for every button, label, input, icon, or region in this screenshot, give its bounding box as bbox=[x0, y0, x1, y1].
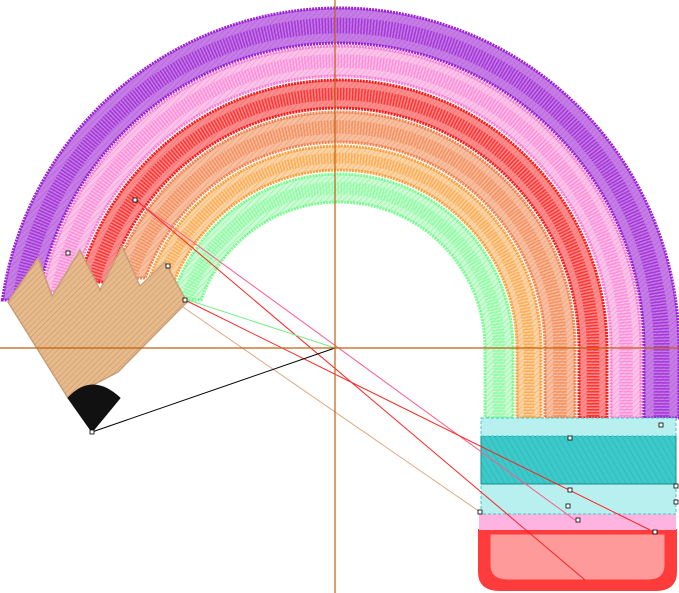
pencil-tip[interactable] bbox=[7, 244, 188, 433]
ferrule-stitch-texture bbox=[481, 436, 676, 484]
rainbow-band-satin bbox=[50, 54, 633, 418]
eraser-inner-fill bbox=[489, 533, 666, 581]
stitch-node bbox=[565, 503, 571, 509]
stitch-node bbox=[575, 517, 581, 523]
jump-stitch-line bbox=[134, 199, 576, 521]
jump-stitch-line bbox=[129, 194, 586, 581]
rainbow-band-satin bbox=[87, 87, 600, 418]
ferrule-top-band[interactable] bbox=[480, 417, 677, 437]
ferrule-bottom-band[interactable] bbox=[480, 483, 677, 515]
stitch-node bbox=[477, 509, 483, 515]
stitch-node bbox=[132, 197, 138, 203]
stitch-node bbox=[652, 529, 658, 535]
jump-stitch-line bbox=[187, 299, 336, 349]
stitch-node bbox=[567, 435, 573, 441]
pencil-wood-texture bbox=[8, 246, 187, 398]
stitch-node bbox=[182, 297, 188, 303]
rainbow-band-satin bbox=[122, 120, 567, 418]
stitch-node bbox=[65, 250, 71, 256]
jump-stitch-line bbox=[91, 347, 336, 433]
pencil-eraser-end[interactable] bbox=[478, 417, 677, 591]
jump-stitch-line bbox=[179, 304, 481, 513]
stitch-node bbox=[673, 499, 679, 505]
jump-stitch-line bbox=[184, 299, 651, 531]
rainbow-band-satin bbox=[12, 17, 670, 418]
stitch-node bbox=[165, 263, 171, 269]
stitch-node bbox=[658, 422, 664, 428]
stitch-node bbox=[89, 429, 95, 435]
jump-stitch-lines bbox=[91, 194, 651, 581]
stitch-nodes bbox=[65, 197, 679, 535]
pencil-lead[interactable] bbox=[67, 384, 121, 433]
stitch-node bbox=[567, 487, 573, 493]
rainbow-band-satin bbox=[180, 181, 506, 418]
stitch-node bbox=[673, 483, 679, 489]
